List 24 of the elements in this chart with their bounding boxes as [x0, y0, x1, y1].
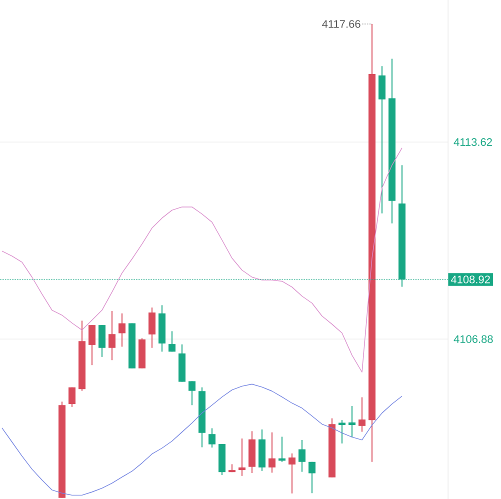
annotation: 4117.66 — [322, 20, 360, 28]
candlestick — [98, 324, 106, 358]
candlestick — [338, 420, 346, 444]
candlestick — [208, 428, 216, 448]
candlestick — [378, 66, 386, 214]
candlestick — [148, 307, 156, 348]
candlestick — [358, 396, 366, 432]
candlestick — [348, 406, 356, 438]
candlestick — [88, 324, 96, 366]
candlestick — [288, 452, 296, 494]
y-tick-label: 4106.88 — [454, 335, 493, 343]
candlestick — [118, 312, 126, 348]
ref-line-label: 4108.92 — [450, 276, 490, 284]
y-tick-label: 4113.62 — [454, 138, 492, 146]
candlestick — [168, 330, 176, 352]
line-series — [2, 148, 402, 372]
candlestick — [238, 438, 246, 476]
candlestick — [188, 380, 196, 406]
candlestick — [108, 310, 116, 361]
candlestick — [308, 461, 316, 494]
line-series — [2, 384, 402, 496]
candlestick — [268, 432, 276, 474]
candlestick — [298, 439, 306, 472]
candlestick — [68, 386, 76, 408]
